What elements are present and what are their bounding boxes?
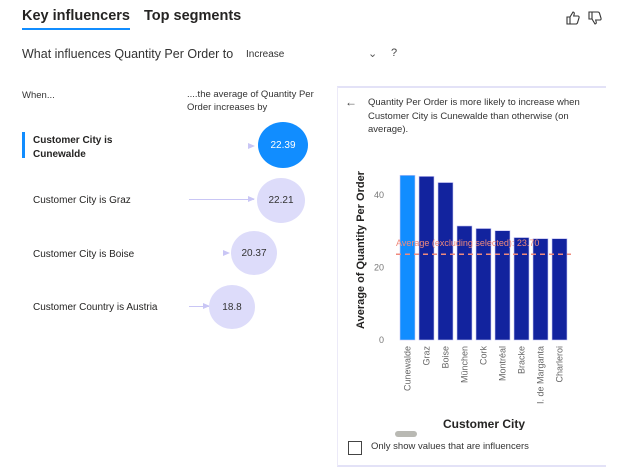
- outcome-selected-value: Increase: [246, 48, 285, 60]
- question-label: What influences Quantity Per Order to: [22, 47, 234, 61]
- arrow-head: [203, 303, 210, 309]
- y-tick-label: 0: [379, 335, 384, 345]
- tab-key-influencers[interactable]: Key influencers: [22, 8, 130, 30]
- x-tick-label: Cork: [479, 346, 489, 366]
- y-tick-label: 20: [374, 263, 384, 273]
- x-tick-label: Graz: [422, 346, 432, 366]
- bar-cork[interactable]: [475, 228, 492, 341]
- horizontal-scrollbar[interactable]: [395, 431, 417, 437]
- influencer-bubble[interactable]: 22.39: [258, 122, 308, 168]
- influencer-label[interactable]: Customer City is Boise: [33, 249, 135, 260]
- arrow-head: [248, 196, 255, 202]
- arrow-line: [189, 306, 209, 307]
- influencers-only-checkbox[interactable]: [348, 441, 362, 455]
- x-tick-label: Montréal: [498, 346, 508, 381]
- average-header: ....the average of Quantity Per Order in…: [187, 89, 314, 113]
- x-tick-label: Cunewalde: [403, 346, 413, 391]
- x-axis-label: Customer City: [443, 417, 525, 430]
- bar-i-de-marganta[interactable]: [532, 238, 549, 341]
- tab-top-segments[interactable]: Top segments: [144, 8, 242, 24]
- tab-bar: Key influencers Top segments: [22, 8, 241, 30]
- influencer-bubble[interactable]: 18.8: [209, 285, 255, 329]
- arrow-head: [223, 250, 230, 256]
- influencer-bubble[interactable]: 22.21: [257, 178, 305, 223]
- influencer-label[interactable]: Customer City is Cunewalde: [33, 135, 113, 160]
- help-icon[interactable]: ?: [391, 47, 398, 59]
- thumbs-up-icon[interactable]: [565, 10, 581, 31]
- bar-bracke[interactable]: [513, 237, 530, 341]
- bar-boise[interactable]: [437, 182, 454, 341]
- y-tick-label: 40: [374, 190, 384, 200]
- average-reference-label: Average (excluding selected): 23.70: [396, 238, 539, 248]
- when-header: When...: [22, 90, 55, 101]
- y-axis-label: Average of Quantity Per Order: [355, 170, 367, 329]
- feedback-buttons: [565, 10, 603, 31]
- x-tick-label: Boise: [441, 346, 451, 369]
- outcome-dropdown[interactable]: Increase ⌄: [246, 44, 386, 64]
- influencer-bar-chart: Average of Quantity Per Order 0 20 40 Cune…: [355, 170, 571, 430]
- influencer-bubble[interactable]: 20.37: [231, 231, 277, 275]
- arrow-line: [189, 199, 254, 200]
- thumbs-down-icon[interactable]: [587, 10, 603, 31]
- x-tick-label: Bracke: [517, 346, 527, 374]
- detail-panel: [337, 86, 606, 467]
- chevron-down-icon[interactable]: ⌄: [368, 48, 378, 60]
- arrow-left-icon[interactable]: ←: [345, 95, 357, 109]
- x-tick-label: Charleroi: [555, 346, 565, 383]
- x-tick-label: München: [460, 346, 470, 383]
- bar-montr-al[interactable]: [494, 230, 511, 341]
- arrow-head: [248, 143, 255, 149]
- bar-charleroi[interactable]: [551, 238, 568, 341]
- selected-indicator: [22, 132, 25, 158]
- influencer-label[interactable]: Customer City is Graz: [33, 195, 131, 206]
- bar-cunewalde[interactable]: [399, 174, 416, 341]
- bar-graz[interactable]: [418, 176, 435, 341]
- influencer-label[interactable]: Customer Country is Austria: [33, 302, 158, 313]
- x-tick-label: I. de Marganta: [536, 346, 546, 404]
- influencer-explanation: Quantity Per Order is more likely to inc…: [368, 97, 580, 135]
- influencers-only-label: Only show values that are influencers: [371, 441, 529, 452]
